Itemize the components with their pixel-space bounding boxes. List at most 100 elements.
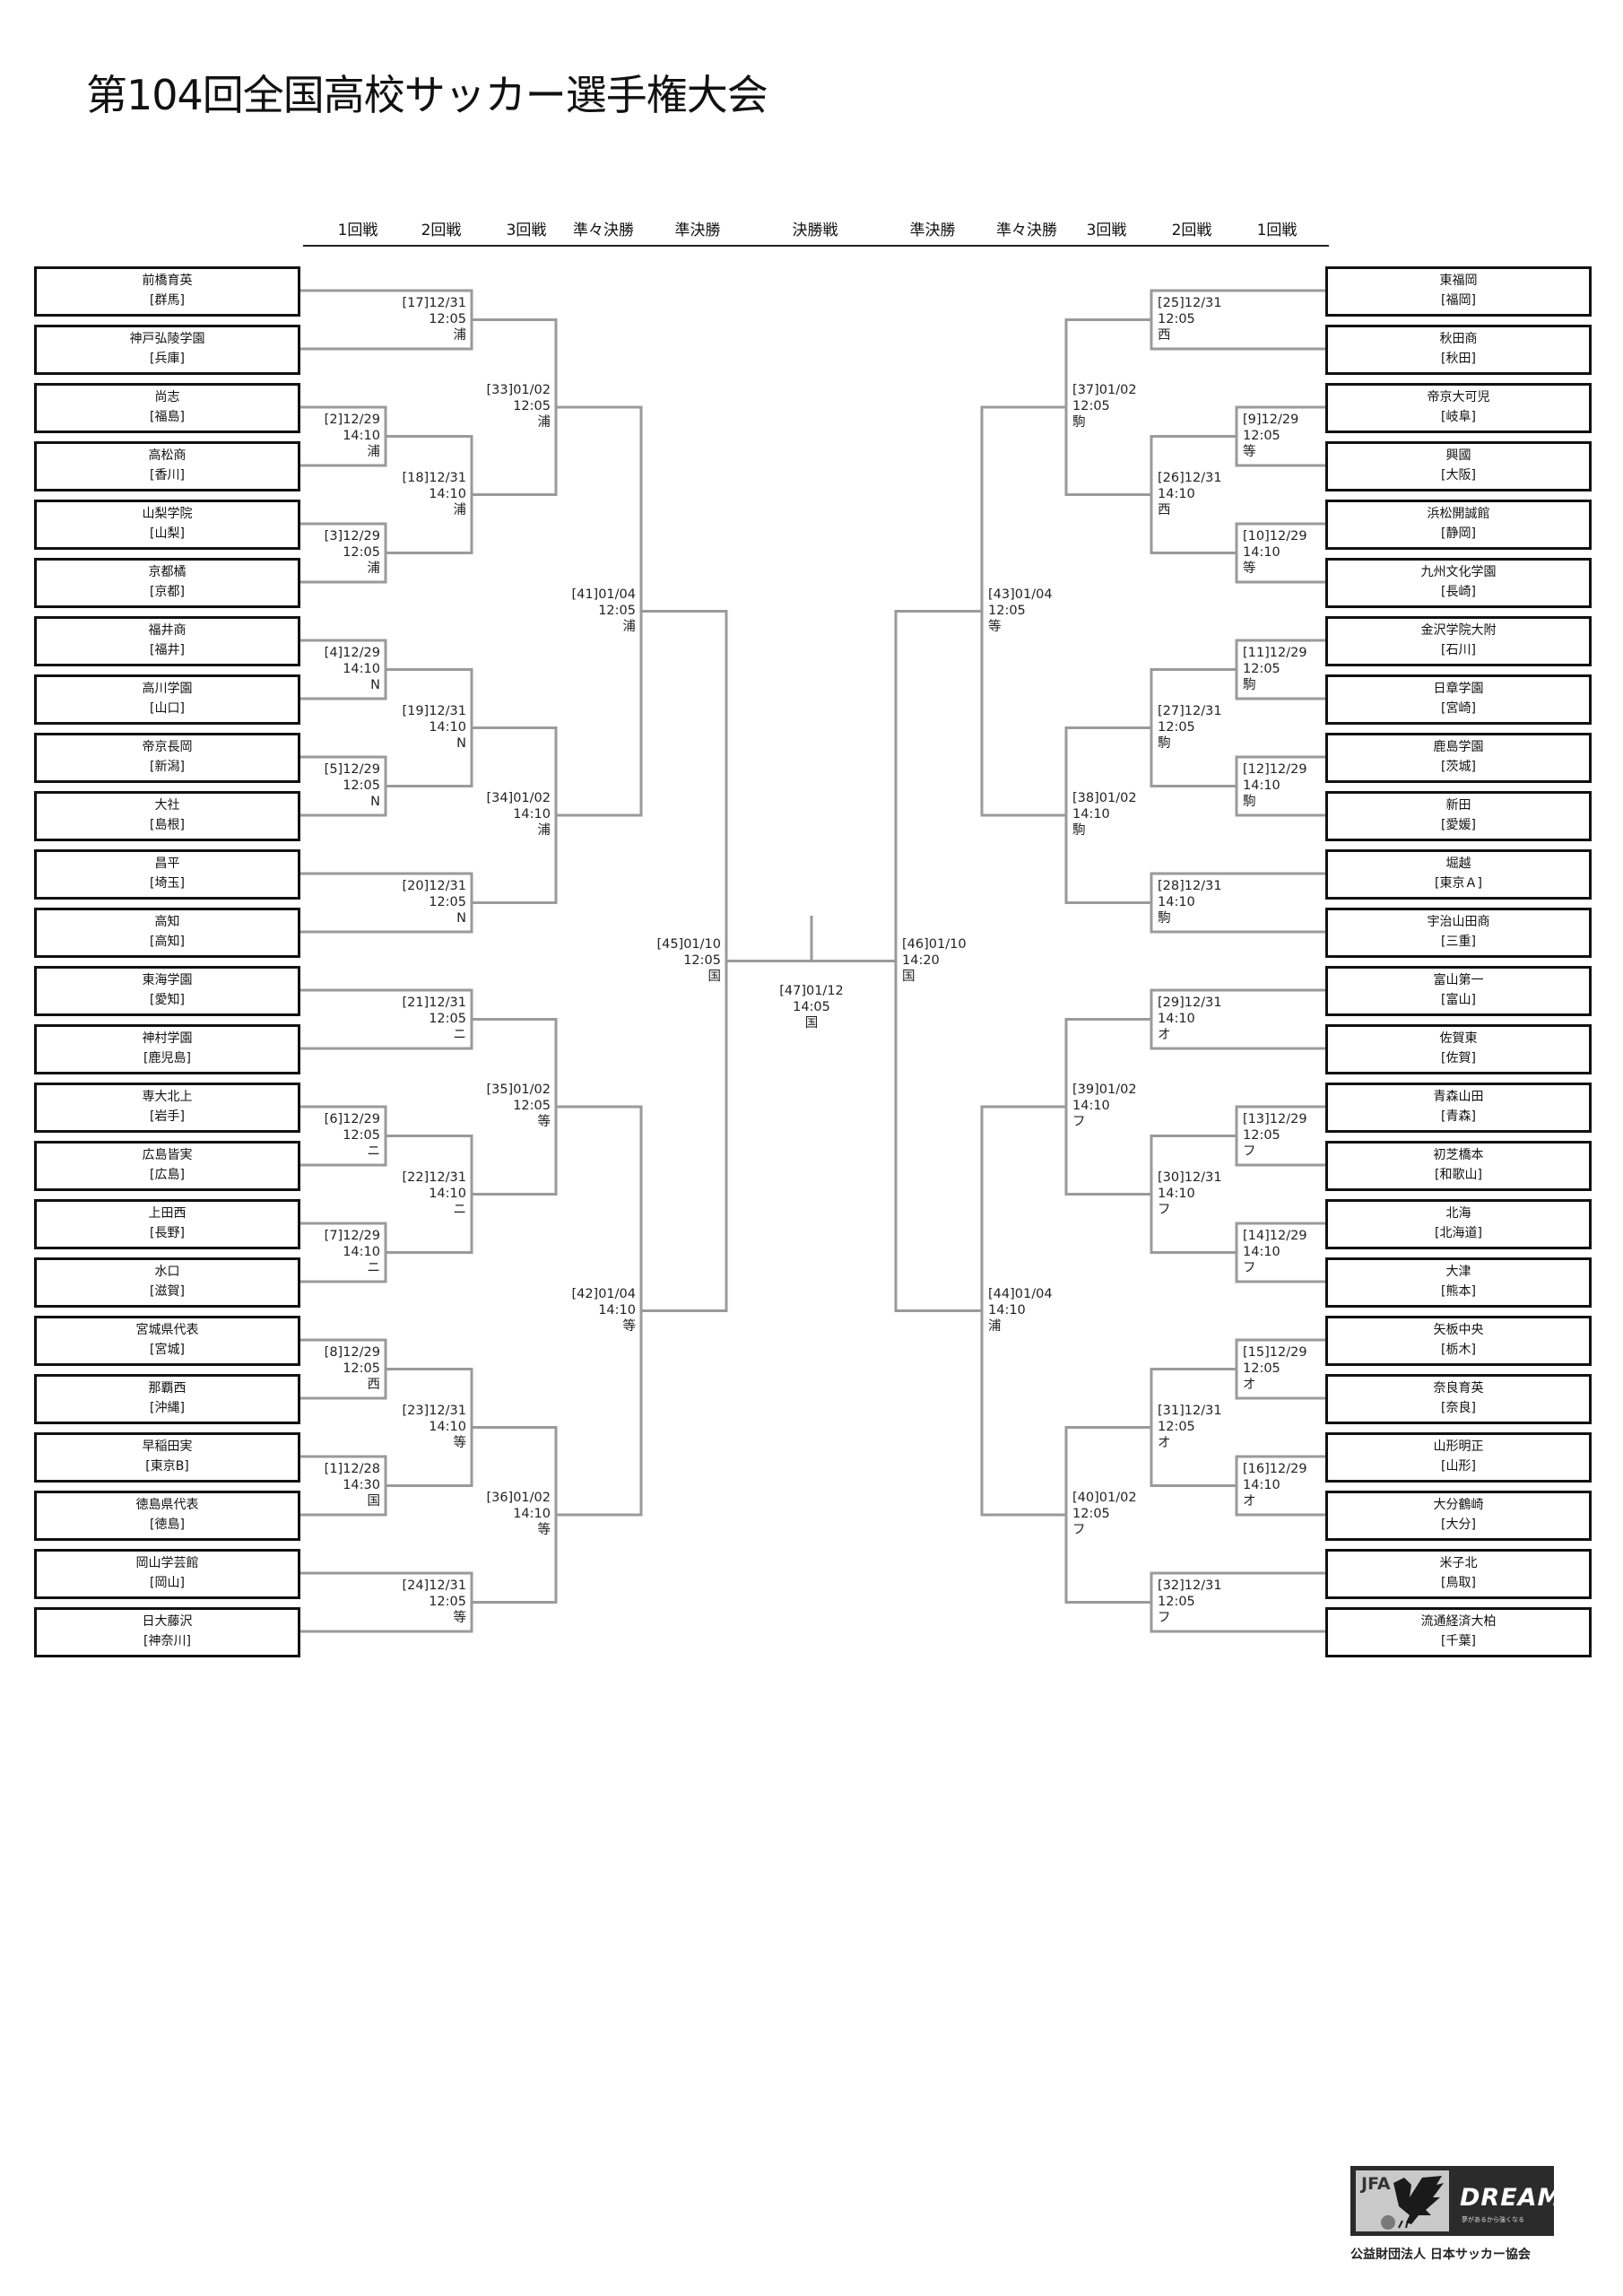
team-prefecture: [埼玉]	[150, 876, 185, 891]
match-time: 14:10	[343, 661, 380, 676]
match-venue: 等	[622, 1318, 637, 1334]
match-venue: 駒	[1072, 823, 1086, 838]
match-info-6: [6]12/29 12:05 ニ	[325, 1111, 380, 1160]
match-venue: 西	[1158, 502, 1171, 517]
match-number-date: [5]12/29	[324, 761, 380, 777]
match-info-12: [12]12/29 14:10 駒	[1243, 761, 1307, 810]
team-name: 広島皆実	[142, 1148, 193, 1162]
team-prefecture: [大分]	[1441, 1518, 1476, 1532]
match-time: 12:05	[343, 544, 380, 560]
team-prefecture: [京都]	[150, 585, 185, 599]
logo-jfa-text: JFA	[1361, 2174, 1391, 2194]
match-info-38: [38]01/02 14:10 駒	[1072, 790, 1137, 839]
match-time: 12:05	[1158, 719, 1195, 735]
team-prefecture: [奈良]	[1441, 1401, 1476, 1415]
team-box: 岡山学芸館 [岡山]	[34, 1549, 300, 1599]
match-info-23: [23]12/31 14:10 等	[402, 1403, 466, 1451]
team-name: 佐賀東	[1439, 1031, 1478, 1046]
match-info-20: [20]12/31 12:05 N	[402, 878, 466, 926]
match-venue: 浦	[537, 823, 551, 838]
team-name: 堀越	[1445, 857, 1471, 871]
team-box: 徳島県代表 [徳島]	[34, 1491, 300, 1541]
match-time: 14:10	[513, 807, 551, 822]
team-box: 北海 [北海道]	[1325, 1199, 1592, 1249]
match-venue: フ	[1072, 1115, 1086, 1129]
match-time: 12:05	[1243, 428, 1280, 443]
match-venue: 駒	[1072, 415, 1086, 430]
match-info-28: [28]12/31 14:10 駒	[1158, 878, 1222, 926]
match-venue: 浦	[537, 415, 551, 430]
match-info-36: [36]01/02 14:10 等	[486, 1490, 551, 1538]
match-number-date: [39]01/02	[1072, 1083, 1137, 1097]
team-box: 金沢学院大附 [石川]	[1325, 616, 1592, 666]
team-prefecture: [北海道]	[1435, 1226, 1482, 1240]
match-time: 12:05	[1158, 1594, 1195, 1609]
yatagarasu-crow-icon	[1381, 2176, 1444, 2230]
match-venue: 等	[453, 1610, 467, 1625]
team-name: 富山第一	[1433, 973, 1484, 987]
team-name: 福井商	[148, 623, 187, 638]
team-name: 神戸弘陵学園	[129, 332, 205, 346]
match-venue: フ	[1158, 1202, 1171, 1217]
match-info-15: [15]12/29 12:05 オ	[1243, 1344, 1307, 1393]
round-label: 準々決勝	[573, 222, 634, 239]
team-name: 昌平	[154, 857, 180, 871]
match-venue: 駒	[1158, 735, 1171, 751]
header-divider	[303, 245, 1329, 247]
match-number-date: [44]01/04	[988, 1286, 1053, 1301]
match-info-17: [17]12/31 12:05 浦	[402, 295, 466, 344]
match-time: 12:05	[429, 894, 466, 909]
team-name: 那覇西	[148, 1381, 187, 1396]
match-info-32: [32]12/31 12:05 フ	[1158, 1578, 1222, 1626]
team-box: 日大藤沢 [神奈川]	[34, 1607, 300, 1657]
match-time: 14:20	[902, 952, 940, 968]
team-box: 九州文化学園 [長崎]	[1325, 558, 1592, 608]
match-number-date: [11]12/29	[1243, 645, 1307, 660]
team-name: 徳島県代表	[135, 1498, 199, 1512]
match-number-date: [45]01/10	[656, 936, 721, 952]
match-number-date: [47]01/12	[779, 983, 844, 998]
match-time: 12:05	[598, 603, 636, 618]
match-venue: ニ	[367, 1144, 381, 1159]
team-box: 堀越 [東京Ａ]	[1325, 849, 1592, 900]
team-box: 神戸弘陵学園 [兵庫]	[34, 325, 300, 375]
match-time: 14:10	[429, 719, 466, 735]
team-prefecture: [長崎]	[1441, 585, 1476, 599]
match-number-date: [33]01/02	[486, 383, 551, 397]
match-venue: 駒	[1158, 910, 1171, 926]
team-name: 京都橘	[148, 565, 187, 579]
team-prefecture: [福岡]	[1441, 293, 1476, 308]
match-venue: 等	[537, 1115, 551, 1129]
match-venue: ニ	[367, 1260, 381, 1275]
team-box: 佐賀東 [佐賀]	[1325, 1024, 1592, 1074]
team-name: 帝京大可児	[1427, 390, 1490, 404]
team-prefecture: [山口]	[150, 701, 185, 716]
team-prefecture: [徳島]	[150, 1518, 185, 1532]
match-info-5: [5]12/29 12:05 N	[325, 761, 380, 810]
team-prefecture: [富山]	[1441, 993, 1476, 1007]
match-number-date: [35]01/02	[486, 1083, 551, 1097]
match-number-date: [24]12/31	[402, 1578, 466, 1593]
team-name: 日大藤沢	[142, 1614, 193, 1629]
match-time: 12:05	[1158, 1419, 1195, 1434]
match-info-46: [46]01/10 14:20 国	[902, 936, 967, 985]
team-name: 秋田商	[1439, 332, 1478, 346]
match-info-7: [7]12/29 14:10 ニ	[325, 1228, 380, 1276]
match-time: 12:05	[513, 1099, 551, 1113]
team-box: 秋田商 [秋田]	[1325, 325, 1592, 375]
team-box: 東福岡 [福岡]	[1325, 266, 1592, 317]
team-box: 大津 [熊本]	[1325, 1257, 1592, 1308]
team-prefecture: [宮城]	[150, 1343, 185, 1357]
team-name: 北海	[1445, 1206, 1471, 1221]
team-prefecture: [茨城]	[1441, 760, 1476, 774]
team-name: 上田西	[148, 1206, 187, 1221]
match-venue: フ	[1243, 1260, 1256, 1275]
match-venue: 等	[1243, 444, 1256, 459]
match-info-19: [19]12/31 14:10 N	[402, 703, 466, 752]
match-time: 14:10	[343, 428, 380, 443]
team-name: 青森山田	[1433, 1090, 1484, 1104]
match-number-date: [2]12/29	[324, 412, 380, 427]
team-prefecture: [山梨]	[150, 526, 185, 541]
team-box: 山形明正 [山形]	[1325, 1432, 1592, 1483]
match-number-date: [26]12/31	[1158, 470, 1222, 485]
